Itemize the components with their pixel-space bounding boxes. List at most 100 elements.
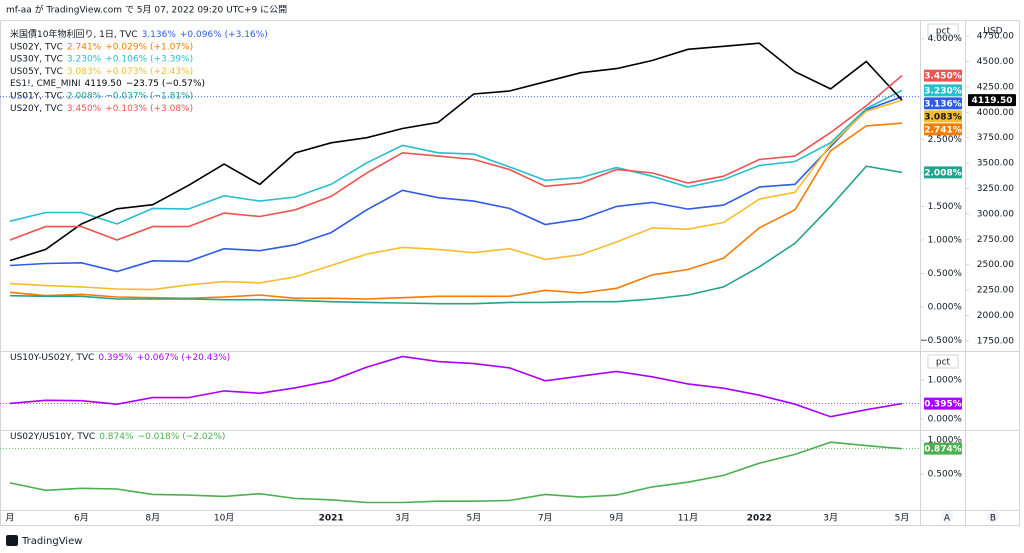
y-tick-label: 1.000%: [928, 436, 963, 446]
x-tick-label: 8月: [145, 513, 160, 524]
x-tick-label: 7月: [538, 513, 553, 524]
legend-entry: ES1!, CME_MINI 4119.50 −23.75 (−0.57%): [10, 79, 205, 89]
legend-value: 4119.50: [85, 79, 122, 89]
series-line: [9, 42, 903, 262]
button-label[interactable]: A: [944, 514, 951, 524]
unit-label: pct: [936, 358, 951, 368]
price-label: 2.008%: [924, 168, 962, 178]
x-tick-label: 9月: [609, 513, 624, 524]
unit-box: [978, 24, 1008, 37]
legend-entry: US02Y, TVC 2.741% +0.029% (+1.07%): [10, 42, 193, 52]
footer: TradingView: [21, 536, 82, 547]
legend-entry: US20Y, TVC 3.450% +0.103% (+3.08%): [10, 103, 193, 113]
y2-tick-label: 4500.00: [977, 57, 1014, 67]
legend-change: +0.106% (+3.39%): [105, 54, 193, 64]
y2-tick-label: 3000.00: [977, 209, 1014, 219]
x-tick-label: 2022: [747, 514, 772, 524]
y-tick-label: 2.500%: [928, 135, 963, 145]
legend-entry: US10Y-US02Y, TVC 0.395% +0.067% (+20.43%): [10, 353, 230, 363]
legend-name: US02Y/US10Y, TVC: [10, 432, 95, 442]
legend-value: 3.083%: [67, 66, 102, 76]
x-tick-label: 3月: [823, 513, 838, 524]
legend-value: 0.874%: [99, 432, 134, 442]
button[interactable]: [987, 511, 999, 523]
unit-box: [927, 354, 959, 369]
legend-change: +0.029% (+1.07%): [105, 42, 193, 52]
y-tick-label: 0.000%: [928, 415, 963, 425]
legend-name: US05Y, TVC: [10, 66, 63, 76]
price-label: 3.450%: [924, 72, 962, 82]
legend-change: +0.103% (+3.08%): [105, 103, 193, 113]
button-label[interactable]: B: [990, 514, 996, 524]
price-label-box: [924, 166, 962, 179]
y2-tick-label: 2500.00: [977, 260, 1014, 270]
legend-value: 2.741%: [67, 42, 102, 52]
price-label: 2.741%: [924, 125, 962, 135]
y2-tick-label: 4750.00: [977, 32, 1014, 42]
price-label-box: [924, 97, 962, 110]
price-label: 3.230%: [924, 86, 962, 96]
legend-name: US30Y, TVC: [10, 54, 63, 64]
legend-entry: US05Y, TVC 3.083% +0.073% (+2.43%): [10, 66, 193, 76]
legend-value: 2.008%: [67, 91, 102, 101]
y2-tick-label: 4250.00: [977, 82, 1014, 92]
unit-box: [927, 23, 959, 38]
y-tick-label: 1.000%: [928, 375, 963, 385]
y2-tick-label: 4000.00: [977, 108, 1014, 118]
price-label: 3.136%: [924, 99, 962, 109]
legend-change: +0.067% (+20.43%): [137, 353, 231, 363]
series-line: [9, 89, 903, 225]
y2-tick-label: 2000.00: [977, 311, 1014, 321]
price-label: 0.874%: [924, 445, 962, 455]
y-tick-label: 0.500%: [928, 269, 963, 279]
x-tick-label: 6月: [74, 513, 89, 524]
legend-name: 米国債10年物利回り, 1日, TVC: [10, 28, 138, 40]
button[interactable]: [941, 511, 953, 523]
series-line: [9, 355, 903, 418]
legend-change: −23.75 (−0.57%): [126, 79, 205, 89]
series-line: [9, 441, 903, 504]
y2-tick-label: 1750.00: [977, 336, 1014, 346]
legend-value: 3.136%: [142, 30, 177, 40]
price-label-box: [924, 84, 962, 97]
price-label-box: [924, 110, 962, 123]
x-tick-label: 月: [5, 513, 14, 524]
series-line: [9, 165, 903, 305]
legend-value: 3.230%: [67, 54, 102, 64]
legend-change: +0.073% (+2.43%): [105, 66, 193, 76]
series-line: [9, 99, 903, 291]
legend-entry: US02Y/US10Y, TVC 0.874% −0.018% (−2.02%): [10, 432, 225, 442]
header: mf-aa が TradingView.com で 5月 07, 2022 09…: [6, 4, 287, 16]
logo: [6, 535, 18, 546]
series-line: [9, 74, 903, 241]
legend-entry: US01Y, TVC 2.008% −0.037% (−1.81%): [10, 91, 193, 101]
legend-name: US10Y-US02Y, TVC: [10, 353, 94, 363]
y2-tick-label: 3250.00: [977, 184, 1014, 194]
y2-tick-label: 2250.00: [977, 286, 1014, 296]
legend-name: US01Y, TVC: [10, 91, 63, 101]
y-tick-label: 1.000%: [928, 235, 963, 245]
y-tick-label: 0.500%: [928, 470, 963, 480]
unit-label: USD: [983, 27, 1002, 37]
x-tick-label: 3月: [395, 513, 410, 524]
price-label-box: [924, 397, 962, 410]
price-label-box: [924, 123, 962, 136]
chart-frame: [0, 20, 1020, 526]
x-tick-label: 5月: [895, 513, 910, 524]
legend-name: ES1!, CME_MINI: [10, 79, 81, 89]
price-label: 0.395%: [924, 400, 962, 410]
y2-tick-label: 3500.00: [977, 159, 1014, 169]
legend-name: US20Y, TVC: [10, 103, 63, 113]
price-label: 4119.50: [972, 96, 1013, 106]
legend-change: +0.096% (+3.16%): [180, 30, 268, 40]
price-label-box: [924, 442, 962, 455]
legend-change: −0.037% (−1.81%): [105, 91, 193, 101]
y-tick-label: −0.500%: [920, 336, 962, 346]
series-line: [9, 122, 903, 300]
y2-tick-label: 3750.00: [977, 133, 1014, 143]
x-tick-label: 10月: [214, 513, 234, 524]
legend-value: 3.450%: [67, 103, 102, 113]
legend-entry: 米国債10年物利回り, 1日, TVC 3.136% +0.096% (+3.16%…: [10, 28, 268, 40]
price-label-box: [968, 94, 1016, 107]
